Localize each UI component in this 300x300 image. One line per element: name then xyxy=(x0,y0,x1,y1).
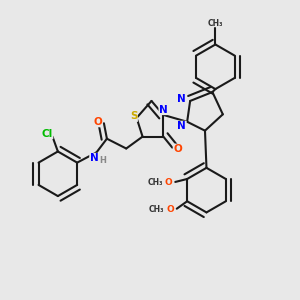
Text: CH₃: CH₃ xyxy=(149,205,164,214)
Text: N: N xyxy=(177,94,186,103)
Text: CH₃: CH₃ xyxy=(147,178,163,187)
Text: O: O xyxy=(93,117,102,127)
Text: S: S xyxy=(130,111,137,122)
Text: N: N xyxy=(159,105,168,115)
Text: N: N xyxy=(90,153,98,163)
Text: O: O xyxy=(165,178,172,187)
Text: O: O xyxy=(167,205,174,214)
Text: Cl: Cl xyxy=(41,129,53,139)
Text: N: N xyxy=(177,121,186,131)
Text: CH₃: CH₃ xyxy=(208,19,223,28)
Text: O: O xyxy=(173,144,182,154)
Text: H: H xyxy=(99,156,106,165)
